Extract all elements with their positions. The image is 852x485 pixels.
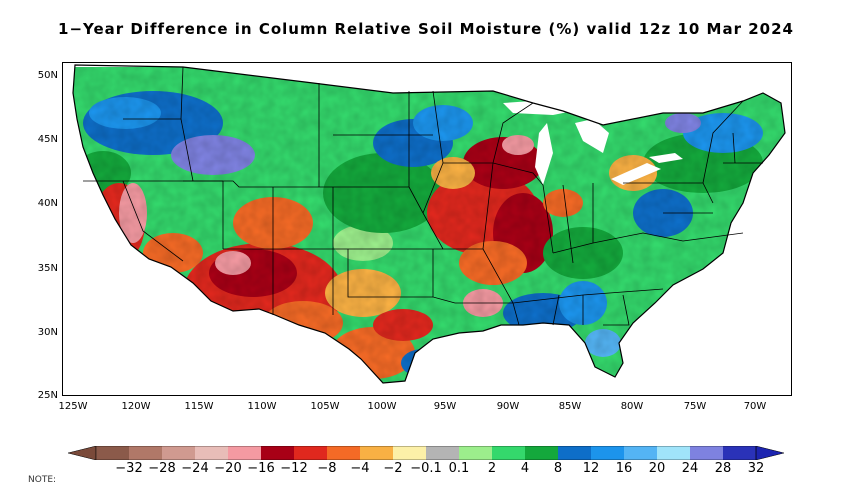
legend-swatch [459,446,493,460]
legend-swatch [624,446,658,460]
lat-label-35n: 35N [37,263,58,274]
lon-label-95w: 95W [433,401,457,412]
legend-swatch [525,446,559,460]
lon-label-100w: 100W [367,401,397,412]
legend-tick-label: −0.1 [410,461,442,476]
legend-tick-label: 8 [553,461,563,476]
legend-swatch [96,446,130,460]
legend-swatch [294,446,328,460]
legend-tick-label: 12 [582,461,600,476]
legend-swatch [360,446,394,460]
legend-tick-label: −20 [214,461,242,476]
legend-swatch [195,446,229,460]
legend-swatch [228,446,262,460]
lon-label-105w: 105W [310,401,340,412]
lat-label-45n: 45N [37,134,58,145]
legend-swatch [657,446,691,460]
lat-label-25n: 25N [37,390,58,401]
moisture-field [73,65,785,383]
lat-label-30n: 30N [37,327,58,338]
legend-swatch [690,446,724,460]
lon-label-115w: 115W [184,401,214,412]
state-borders [83,66,763,326]
legend-frame [95,446,757,460]
legend-swatch [723,446,757,460]
legend-tick-label: −4 [350,461,370,476]
lon-label-90w: 90W [496,401,520,412]
lon-label-120w: 120W [121,401,151,412]
legend-tick-label: 20 [648,461,666,476]
lat-label-40n: 40N [37,198,58,209]
legend-swatch [492,446,526,460]
legend-swatch [129,446,163,460]
lon-label-110w: 110W [247,401,277,412]
legend-tick-label: 32 [747,461,765,476]
legend-tick-label: −28 [148,461,176,476]
legend-swatch [162,446,196,460]
map-canvas [63,63,791,384]
legend-tick-label: 2 [487,461,497,476]
legend-swatch [591,446,625,460]
legend-tick-label: −32 [115,461,143,476]
color-legend-bar [68,446,784,460]
legend-under-arrow [68,446,97,460]
note-label: NOTE: [28,475,57,485]
legend-tick-label: 24 [681,461,699,476]
legend-over-arrow [755,446,784,460]
soil-moisture-map [62,62,792,396]
lon-label-75w: 75W [683,401,707,412]
lat-label-50n: 50N [37,70,58,81]
map-title: 1−Year Difference in Column Relative Soi… [58,20,794,38]
legend-tick-label: 4 [520,461,530,476]
legend-tick-label: −16 [247,461,275,476]
lon-label-80w: 80W [620,401,644,412]
lon-label-70w: 70W [743,401,767,412]
legend-swatch [327,446,361,460]
legend-swatch [426,446,460,460]
legend-tick-label: 28 [714,461,732,476]
legend-swatch [261,446,295,460]
legend-swatch [393,446,427,460]
legend-tick-label: −8 [317,461,337,476]
lon-label-85w: 85W [558,401,582,412]
legend-tick-label: 0.1 [448,461,470,476]
legend-tick-label: −12 [280,461,308,476]
legend-tick-label: 16 [615,461,633,476]
lon-label-125w: 125W [58,401,88,412]
legend-tick-label: −24 [181,461,209,476]
legend-swatch [558,446,592,460]
legend-tick-label: −2 [383,461,403,476]
